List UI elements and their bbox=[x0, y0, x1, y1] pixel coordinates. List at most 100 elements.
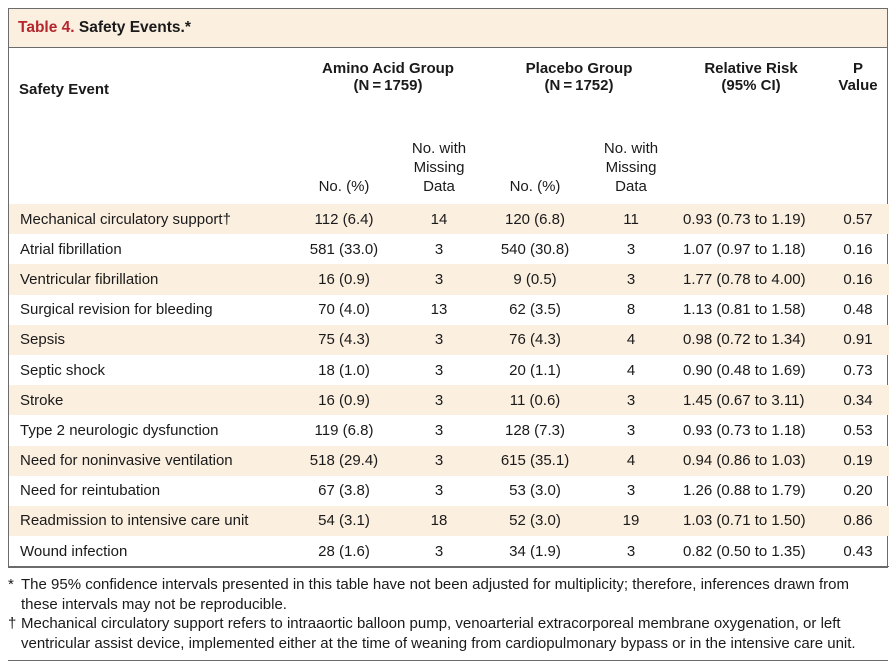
cell-relative-risk: 1.26 (0.88 to 1.79) bbox=[683, 482, 806, 500]
cell-amino-missing: 3 bbox=[395, 385, 484, 416]
cell-relative-risk: 0.93 (0.73 to 1.18) bbox=[683, 421, 806, 439]
cell-amino-missing: 3 bbox=[395, 536, 484, 568]
header-a-missing-line1: No. with bbox=[411, 140, 467, 157]
cell-p-value: 0.34 bbox=[827, 385, 890, 416]
cell-placebo-missing: 3 bbox=[587, 385, 676, 416]
cell-amino-no-pct: 112 (6.4) bbox=[293, 204, 395, 235]
header-safety-event: Safety Event bbox=[19, 80, 110, 98]
header-row-subcolumns: No. (%) No. with Missing Data No. (%) No… bbox=[9, 118, 889, 204]
cell-amino-missing: 3 bbox=[395, 264, 484, 295]
cell-placebo-no-pct: 53 (3.0) bbox=[509, 482, 561, 500]
cell-amino-no-pct: 16 (0.9) bbox=[293, 385, 395, 416]
footnotes: * The 95% confidence intervals presented … bbox=[8, 575, 888, 653]
cell-event: Mechanical circulatory support† bbox=[9, 204, 293, 235]
cell-placebo-missing: 3 bbox=[626, 482, 636, 500]
cell-relative-risk: 0.90 (0.48 to 1.69) bbox=[683, 361, 806, 379]
header-b-no-pct: No. (%) bbox=[509, 178, 561, 195]
header-a-missing: No. with Missing Data bbox=[395, 118, 483, 204]
header-p-value: P Value bbox=[827, 48, 889, 118]
cell-relative-risk: 0.93 (0.73 to 1.19) bbox=[675, 204, 828, 235]
table-row: Mechanical circulatory support† 112 (6.4)… bbox=[9, 204, 890, 235]
cell-relative-risk: 1.03 (0.71 to 1.50) bbox=[675, 505, 828, 537]
header-group-b-n: (N = 1752) bbox=[544, 77, 614, 94]
cell-placebo-missing: 8 bbox=[626, 301, 636, 319]
table-row: Type 2 neurologic dysfunction 119 (6.8) 3 1… bbox=[9, 415, 889, 445]
cell-placebo-no-pct: 128 (7.3) bbox=[504, 421, 566, 439]
table-frame: Table 4. Safety Events.* Safety Event Am… bbox=[8, 8, 890, 569]
cell-amino-no-pct: 581 (33.0) bbox=[309, 240, 379, 258]
footnote-text: Mechanical circulatory support refers to… bbox=[21, 615, 856, 653]
cell-placebo-no-pct: 9 (0.5) bbox=[483, 264, 588, 295]
cell-event: Sepsis bbox=[9, 324, 293, 355]
table-row: Stroke 16 (0.9) 3 11 (0.6) 3 1.45 (0.67 to 3.… bbox=[9, 385, 890, 416]
cell-placebo-no-pct: 76 (4.3) bbox=[483, 324, 588, 355]
cell-relative-risk: 1.13 (0.81 to 1.58) bbox=[683, 301, 806, 319]
cell-event: Need for noninvasive ventilation bbox=[9, 445, 293, 476]
table-row: Septic shock 18 (1.0) 3 20 (1.1) 4 0.90 (0.48… bbox=[9, 355, 889, 385]
cell-placebo-no-pct: 62 (3.5) bbox=[509, 301, 561, 319]
table-row: Surgical revision for bleeding 70 (4.0) 13… bbox=[9, 295, 889, 325]
cell-amino-missing: 3 bbox=[395, 445, 484, 476]
footnote: * The 95% confidence intervals presented … bbox=[8, 575, 888, 614]
cell-p-value: 0.16 bbox=[843, 240, 873, 258]
cell-amino-no-pct: 119 (6.8) bbox=[314, 421, 374, 439]
header-group-b-name: Placebo Group bbox=[525, 60, 633, 77]
cell-relative-risk: 1.77 (0.78 to 4.00) bbox=[675, 264, 828, 295]
cell-placebo-missing: 19 bbox=[587, 505, 676, 537]
cell-amino-missing: 3 bbox=[434, 240, 444, 258]
cell-amino-missing: 3 bbox=[434, 361, 444, 379]
cell-event: Need for reintubation bbox=[20, 482, 161, 500]
cell-amino-no-pct: 28 (1.6) bbox=[293, 536, 395, 568]
table-number: Table 4. bbox=[18, 19, 75, 36]
header-a-missing-line3: Data bbox=[423, 178, 455, 195]
header-b-missing-line3: Data bbox=[615, 178, 647, 195]
header-b-missing-line1: No. with bbox=[603, 140, 659, 157]
table-row: Ventricular fibrillation 16 (0.9) 3 9 (0.5)… bbox=[9, 264, 890, 295]
cell-event: Type 2 neurologic dysfunction bbox=[20, 421, 219, 439]
cell-placebo-no-pct: 34 (1.9) bbox=[483, 536, 588, 568]
cell-placebo-missing: 4 bbox=[587, 445, 676, 476]
header-relative-risk: Relative Risk (95% CI) bbox=[675, 48, 827, 118]
header-b-missing: No. with Missing Data bbox=[587, 118, 675, 204]
cell-placebo-missing: 3 bbox=[587, 264, 676, 295]
cell-placebo-missing: 3 bbox=[587, 536, 676, 568]
cell-amino-missing: 13 bbox=[430, 301, 448, 319]
footnote-mark: * bbox=[8, 576, 14, 594]
cell-placebo-no-pct: 540 (30.8) bbox=[500, 240, 570, 258]
footnote-text: The 95% confidence intervals presented i… bbox=[21, 576, 849, 613]
cell-p-value: 0.91 bbox=[827, 324, 890, 355]
header-a-no-pct: No. (%) bbox=[318, 178, 370, 195]
header-placebo-group: Placebo Group (N = 1752) bbox=[483, 48, 675, 118]
safety-events-table: Safety Event Amino Acid Group (N = 1759)… bbox=[9, 48, 890, 568]
cell-relative-risk: 1.45 (0.67 to 3.11) bbox=[675, 385, 828, 416]
cell-placebo-missing: 4 bbox=[626, 361, 636, 379]
cell-amino-no-pct: 518 (29.4) bbox=[293, 445, 395, 476]
table-title-text: Safety Events.* bbox=[74, 19, 191, 36]
cell-relative-risk: 0.94 (0.86 to 1.03) bbox=[675, 445, 828, 476]
table-row: Atrial fibrillation 581 (33.0) 3 540 (30.8)… bbox=[9, 234, 889, 264]
cell-amino-no-pct: 16 (0.9) bbox=[293, 264, 395, 295]
cell-placebo-missing: 4 bbox=[587, 324, 676, 355]
cell-p-value: 0.20 bbox=[843, 482, 873, 500]
cell-p-value: 0.86 bbox=[827, 505, 890, 537]
cell-p-value: 0.53 bbox=[843, 421, 873, 439]
footnote: † Mechanical circulatory support refers t… bbox=[8, 614, 888, 653]
table-title: Table 4. Safety Events.* bbox=[9, 9, 887, 48]
header-value-label: Value bbox=[838, 77, 878, 94]
cell-amino-missing: 3 bbox=[434, 421, 444, 439]
cell-relative-risk: 1.07 (0.97 to 1.18) bbox=[683, 240, 806, 258]
cell-event: Septic shock bbox=[20, 361, 106, 379]
cell-p-value: 0.16 bbox=[827, 264, 890, 295]
cell-placebo-missing: 11 bbox=[587, 204, 676, 235]
cell-event: Atrial fibrillation bbox=[20, 240, 122, 258]
header-b-missing-line2: Missing bbox=[605, 159, 657, 176]
header-rr-label: Relative Risk bbox=[704, 60, 798, 77]
cell-p-value: 0.57 bbox=[827, 204, 890, 235]
cell-relative-risk: 0.98 (0.72 to 1.34) bbox=[675, 324, 828, 355]
cell-amino-no-pct: 67 (3.8) bbox=[318, 482, 370, 500]
table-row: Need for noninvasive ventilation 518 (29.… bbox=[9, 445, 890, 476]
cell-amino-missing: 14 bbox=[395, 204, 484, 235]
cell-event: Stroke bbox=[9, 385, 293, 416]
footnote-mark: † bbox=[8, 615, 17, 633]
cell-p-value: 0.19 bbox=[827, 445, 890, 476]
